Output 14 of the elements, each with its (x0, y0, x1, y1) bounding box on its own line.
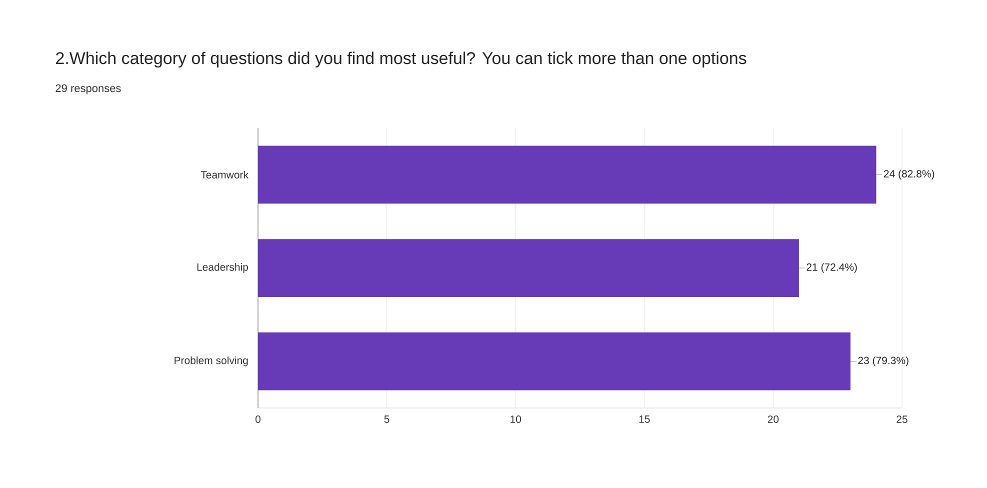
x-tick-label: 25 (896, 416, 908, 423)
data-label: 21 (72.4%) (806, 263, 857, 273)
y-tick-label: Teamwork (200, 170, 248, 179)
y-tick-label: Leadership (197, 263, 248, 273)
x-tick-label: 15 (639, 416, 650, 423)
data-label: 24 (82.8%) (884, 170, 934, 180)
text: 29 responses (56, 84, 121, 94)
x-tick-label: 5 (384, 416, 390, 423)
x-tick-label: 10 (510, 416, 522, 423)
x-tick-label: 20 (768, 416, 779, 423)
data-label: 23 (79.3%) (858, 356, 908, 366)
y-tick-label: Problem solving (174, 356, 248, 366)
chart-title: 2.Which category of questions did you find most useful? You can tick more than one options (56, 52, 746, 68)
x-tick-label: 0 (255, 416, 261, 423)
